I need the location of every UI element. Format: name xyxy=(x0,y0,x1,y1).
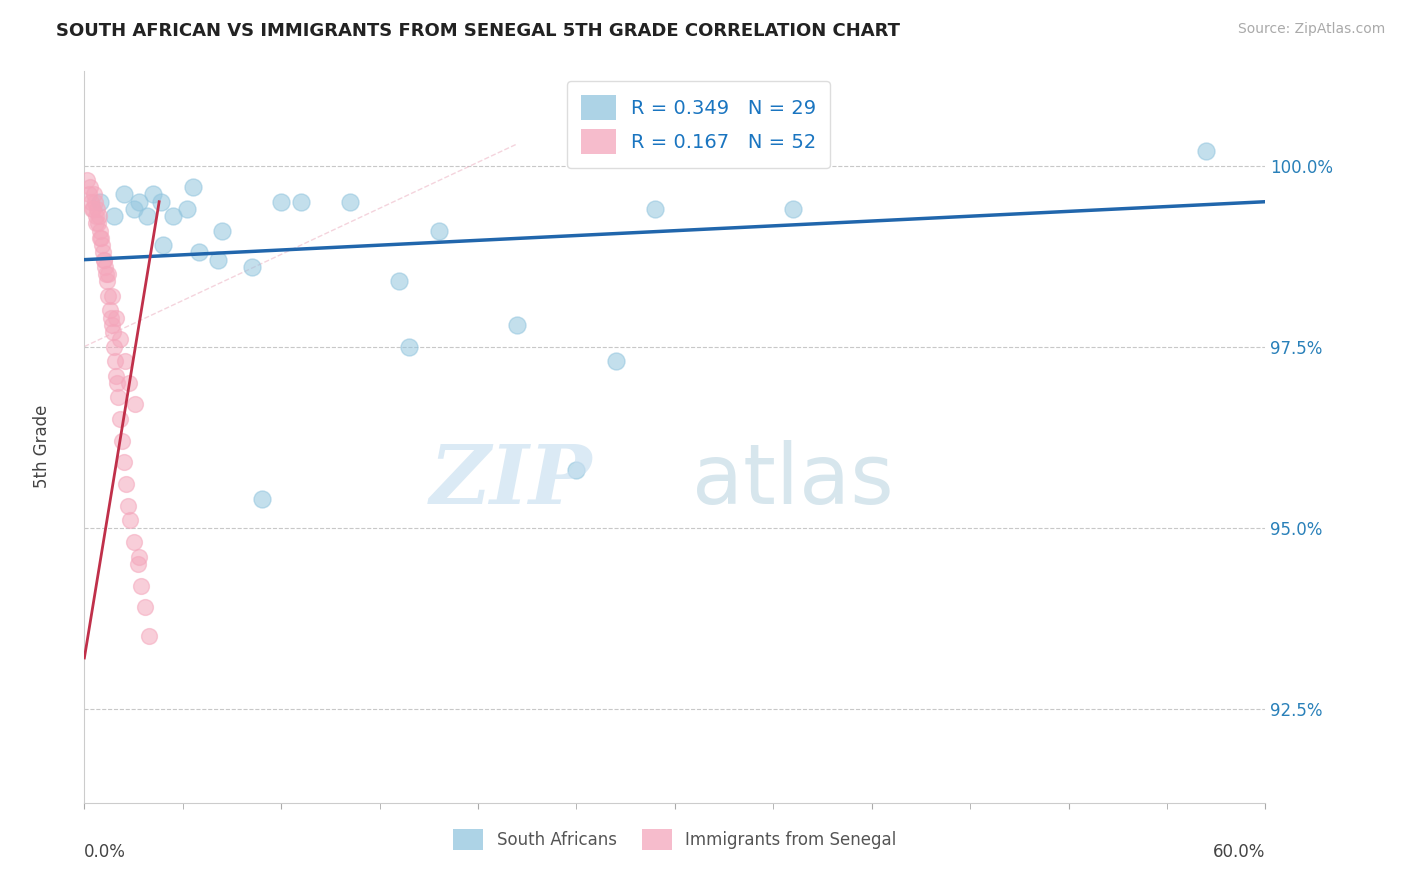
Point xyxy=(117,499,139,513)
Point xyxy=(644,202,666,216)
Point xyxy=(250,491,273,506)
Legend: South Africans, Immigrants from Senegal: South Africans, Immigrants from Senegal xyxy=(443,819,907,860)
Point xyxy=(138,629,160,643)
Text: 0.0%: 0.0% xyxy=(84,843,127,861)
Point xyxy=(506,318,529,332)
Point xyxy=(105,310,128,325)
Point xyxy=(108,332,131,346)
Point xyxy=(107,390,129,404)
Point xyxy=(82,202,104,216)
Point xyxy=(142,187,165,202)
Point xyxy=(122,535,145,549)
Point xyxy=(605,354,627,368)
Point xyxy=(176,202,198,216)
Text: 60.0%: 60.0% xyxy=(1213,843,1265,861)
Point xyxy=(124,397,146,411)
Point xyxy=(1195,144,1218,158)
Point xyxy=(105,376,128,390)
Point xyxy=(290,194,312,209)
Point xyxy=(128,194,150,209)
Point xyxy=(782,202,804,216)
Point xyxy=(96,274,118,288)
Point xyxy=(91,245,114,260)
Point xyxy=(93,252,115,267)
Point xyxy=(122,202,145,216)
Point xyxy=(127,557,149,571)
Point xyxy=(150,194,173,209)
Point xyxy=(181,180,204,194)
Text: SOUTH AFRICAN VS IMMIGRANTS FROM SENEGAL 5TH GRADE CORRELATION CHART: SOUTH AFRICAN VS IMMIGRANTS FROM SENEGAL… xyxy=(56,22,900,40)
Point xyxy=(90,231,112,245)
Point xyxy=(108,412,131,426)
Point xyxy=(152,238,174,252)
Point xyxy=(98,303,121,318)
Text: atlas: atlas xyxy=(692,441,894,522)
Point xyxy=(162,209,184,223)
Point xyxy=(89,231,111,245)
Point xyxy=(97,289,120,303)
Point xyxy=(114,354,136,368)
Point xyxy=(83,187,105,202)
Point xyxy=(101,318,124,332)
Point xyxy=(80,194,103,209)
Point xyxy=(103,340,125,354)
Point xyxy=(103,209,125,223)
Point xyxy=(93,252,115,267)
Point xyxy=(270,194,292,209)
Point xyxy=(104,368,127,383)
Point xyxy=(114,477,136,491)
Point xyxy=(134,600,156,615)
Text: ZIP: ZIP xyxy=(430,441,592,521)
Point xyxy=(101,289,124,303)
Point xyxy=(79,180,101,194)
Point xyxy=(100,310,122,325)
Point xyxy=(94,267,117,281)
Point xyxy=(86,202,108,216)
Point xyxy=(565,463,588,477)
Point xyxy=(89,194,111,209)
Point xyxy=(388,274,411,288)
Point xyxy=(97,267,120,281)
Point xyxy=(427,224,450,238)
Point xyxy=(211,224,233,238)
Point xyxy=(207,252,229,267)
Point xyxy=(104,354,127,368)
Point xyxy=(128,549,150,564)
Point xyxy=(82,202,104,216)
Point xyxy=(339,194,361,209)
Point xyxy=(89,224,111,238)
Point xyxy=(87,216,110,230)
Point xyxy=(398,340,420,354)
Point xyxy=(94,260,117,274)
Point xyxy=(112,187,135,202)
Point xyxy=(84,194,107,209)
Point xyxy=(240,260,263,274)
Text: 5th Grade: 5th Grade xyxy=(34,404,51,488)
Point xyxy=(84,209,107,223)
Point xyxy=(84,216,107,230)
Point xyxy=(187,245,209,260)
Point xyxy=(91,238,114,252)
Point xyxy=(118,513,141,527)
Point xyxy=(101,325,124,339)
Point xyxy=(112,455,135,469)
Point xyxy=(131,578,153,592)
Point xyxy=(87,209,111,223)
Text: Source: ZipAtlas.com: Source: ZipAtlas.com xyxy=(1237,22,1385,37)
Point xyxy=(79,187,101,202)
Point xyxy=(118,376,141,390)
Point xyxy=(136,209,159,223)
Point xyxy=(111,434,134,448)
Point xyxy=(76,173,98,187)
